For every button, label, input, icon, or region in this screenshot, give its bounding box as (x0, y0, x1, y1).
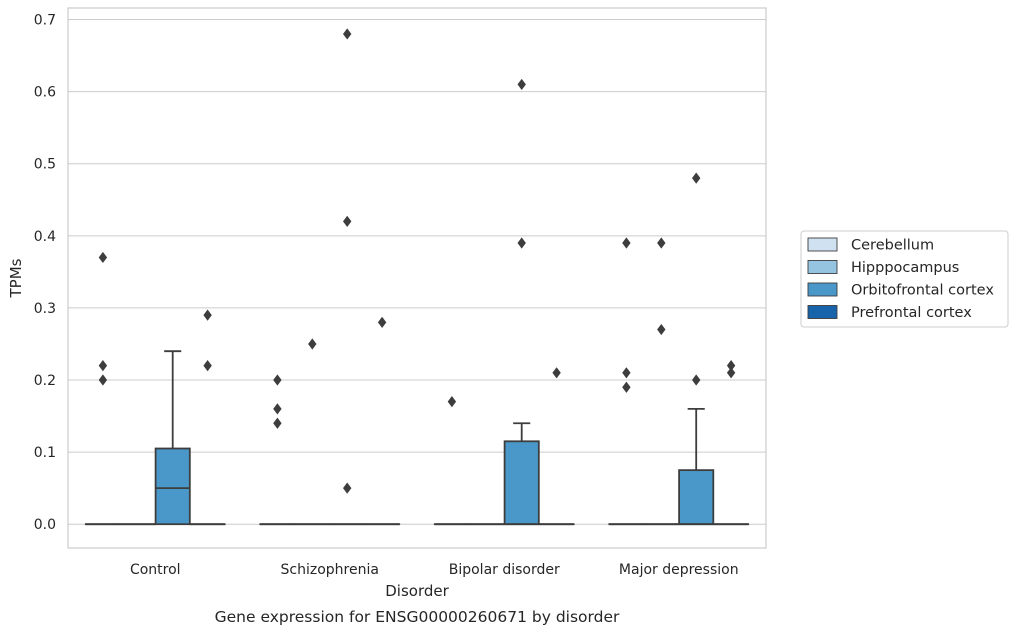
y-tick-label: 0.7 (34, 13, 56, 29)
box-group (433, 396, 470, 526)
x-tick-label: Bipolar disorder (449, 562, 560, 578)
outlier-point (203, 309, 212, 321)
outlier-point (726, 367, 736, 379)
outlier-point (622, 237, 631, 249)
outlier-point (517, 78, 526, 91)
box-group (189, 309, 226, 526)
legend-frame (800, 230, 1009, 328)
box-group (294, 338, 331, 526)
outlier-point (517, 237, 526, 249)
outlier-point (692, 374, 701, 386)
box-group (154, 350, 191, 526)
legend-label: Hipppocampus (851, 260, 959, 276)
outlier-point (273, 374, 282, 386)
legend-swatch (807, 305, 838, 319)
y-tick-label: 0.2 (34, 373, 56, 389)
outlier-point (343, 28, 352, 40)
box (154, 447, 191, 526)
legend-swatch (807, 237, 838, 252)
box-marks (84, 28, 750, 526)
x-tick-label: Control (130, 562, 181, 578)
outlier-point (692, 172, 701, 184)
outlier-point (308, 338, 317, 350)
box-group (84, 251, 121, 526)
box-group (608, 237, 645, 526)
box (503, 440, 540, 526)
y-tick-label: 0.6 (34, 85, 56, 101)
outlier-point (343, 215, 352, 228)
y-tick-label: 0.1 (34, 445, 56, 461)
outlier-point (552, 367, 561, 379)
box-group (364, 316, 401, 526)
legend-swatch (807, 260, 838, 274)
outlier-point (622, 381, 631, 393)
y-tick-label: 0.0 (34, 517, 56, 533)
y-axis-label: TPMs (7, 258, 25, 298)
y-tick-labels: 0.0 0.1 0.2 0.3 0.4 0.5 0.6 0.7 (34, 13, 56, 534)
box (678, 469, 715, 526)
box-group (259, 374, 296, 526)
outlier-point (98, 251, 108, 264)
box-group (503, 78, 540, 526)
outlier-point (377, 316, 387, 328)
box-group (643, 237, 680, 526)
legend-label: Orbitofrontal cortex (851, 283, 994, 299)
x-axis-label: Disorder (385, 582, 449, 600)
y-tick-label: 0.5 (34, 157, 56, 173)
outlier-point (203, 359, 212, 372)
legend: Cerebellum Hipppocampus Orbitofrontal cort… (800, 230, 1009, 328)
outlier-point (622, 367, 631, 379)
legend-label: Prefrontal cortex (851, 305, 972, 321)
legend-label: Cerebellum (851, 238, 934, 254)
outlier-point (726, 359, 736, 372)
outlier-point (343, 482, 352, 494)
chart-caption: Gene expression for ENSG00000260671 by d… (215, 608, 620, 626)
box-group (538, 367, 575, 526)
box-group (329, 28, 366, 526)
x-tick-labels: Control Schizophrenia Bipolar disorder Majo… (130, 562, 739, 578)
x-tick-label: Schizophrenia (281, 562, 379, 578)
outlier-point (657, 237, 666, 249)
outlier-point (657, 323, 666, 336)
legend-swatch (807, 282, 838, 297)
box-group (713, 359, 750, 526)
x-tick-label: Major depression (619, 562, 739, 578)
y-tick-label: 0.4 (34, 229, 56, 245)
outlier-point (447, 396, 457, 408)
box-group (678, 172, 715, 526)
outlier-point (273, 403, 282, 415)
y-tick-label: 0.3 (34, 301, 56, 317)
outlier-point (98, 374, 108, 386)
outlier-point (98, 359, 108, 372)
outlier-point (273, 417, 282, 429)
plot-frame (67, 7, 767, 549)
